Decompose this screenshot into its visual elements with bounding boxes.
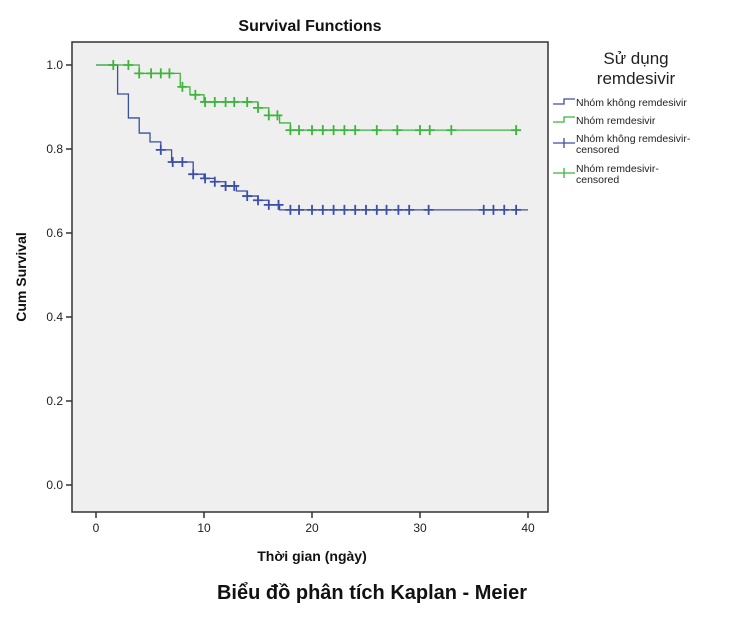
censor-mark [200,173,211,184]
censor-mark [350,204,361,215]
censor-mark [361,204,371,215]
censor-mark [229,180,240,191]
censor-mark [229,96,240,107]
censor-mark [371,204,382,215]
censor-mark [307,125,317,136]
y-tick-label: 0.6 [46,226,63,240]
legend-label: censored [576,174,619,186]
censor-mark [134,68,145,79]
censor-mark [167,157,178,168]
censor-mark [272,110,283,121]
y-tick-label: 0.4 [46,310,63,324]
legend-title: Sử dụng [603,49,668,68]
legend-label: Nhóm remdesivir- [576,163,659,175]
censor-mark [263,110,274,121]
censor-mark [294,204,305,215]
censor-mark [339,125,350,136]
chart-title: Survival Functions [238,18,381,35]
censor-mark [478,204,489,215]
y-tick-label: 1.0 [46,58,63,72]
y-tick-label: 0.2 [46,394,63,408]
censor-mark [511,204,522,215]
censor-mark [220,180,231,191]
censor-mark [188,169,199,180]
censor-mark [415,125,425,136]
x-tick-label: 0 [93,521,100,535]
censor-mark [263,199,274,210]
y-tick-label: 0.0 [46,478,63,492]
censor-mark [328,204,339,215]
legend-label: censored [576,144,619,156]
censor-mark [499,204,510,215]
x-tick-label: 40 [521,521,535,535]
legend-step-icon [553,116,575,123]
censor-mark [350,125,361,136]
y-tick-label: 0.8 [46,142,63,156]
censor-mark [328,125,339,136]
legend-label: Nhóm không remdesivir- [576,133,691,145]
censor-mark [177,157,188,168]
censor-mark [381,204,392,215]
censor-mark [220,96,231,107]
legend-censor-icon [553,138,575,148]
censor-mark [242,191,253,202]
x-tick-label: 10 [197,521,211,535]
censor-mark [404,204,415,215]
censor-mark [424,125,435,136]
censor-mark [253,195,263,206]
censor-mark [108,60,119,70]
y-axis-label: Cum Survival [13,232,29,321]
censor-mark [209,176,220,187]
censor-mark [146,68,157,79]
censor-mark [273,199,284,210]
legend-step-icon [553,98,575,105]
censor-mark [285,125,296,136]
censor-mark [242,96,253,107]
legend-censor-icon [553,168,575,178]
censor-mark [393,204,404,215]
censor-mark [317,125,328,136]
censor-mark [164,68,175,79]
censor-mark [446,125,457,136]
censor-mark [317,204,328,215]
censor-mark [253,102,263,113]
censor-mark [488,204,499,215]
legend-title: remdesivir [597,69,676,88]
censor-mark [155,68,166,79]
censor-mark [209,96,220,107]
figure-caption: Biểu đồ phân tích Kaplan - Meier [217,582,527,604]
censor-mark [123,60,134,70]
censor-mark [423,204,434,215]
censor-mark [294,125,305,136]
legend-label: Nhóm remdesivir [576,115,656,127]
censor-mark [392,125,403,136]
censor-mark [190,89,201,100]
censor-mark [200,96,211,107]
censor-mark [371,125,382,136]
legend-label: Nhóm không remdesivir [576,97,687,109]
censor-mark [155,144,166,155]
x-tick-label: 20 [305,521,319,535]
censor-mark [285,204,296,215]
censor-mark [307,204,317,215]
plot-area [71,41,549,513]
x-tick-label: 30 [413,521,427,535]
x-axis-label: Thời gian (ngày) [257,548,367,564]
censor-mark [339,204,350,215]
censor-mark [177,81,188,92]
censor-mark [511,125,522,136]
